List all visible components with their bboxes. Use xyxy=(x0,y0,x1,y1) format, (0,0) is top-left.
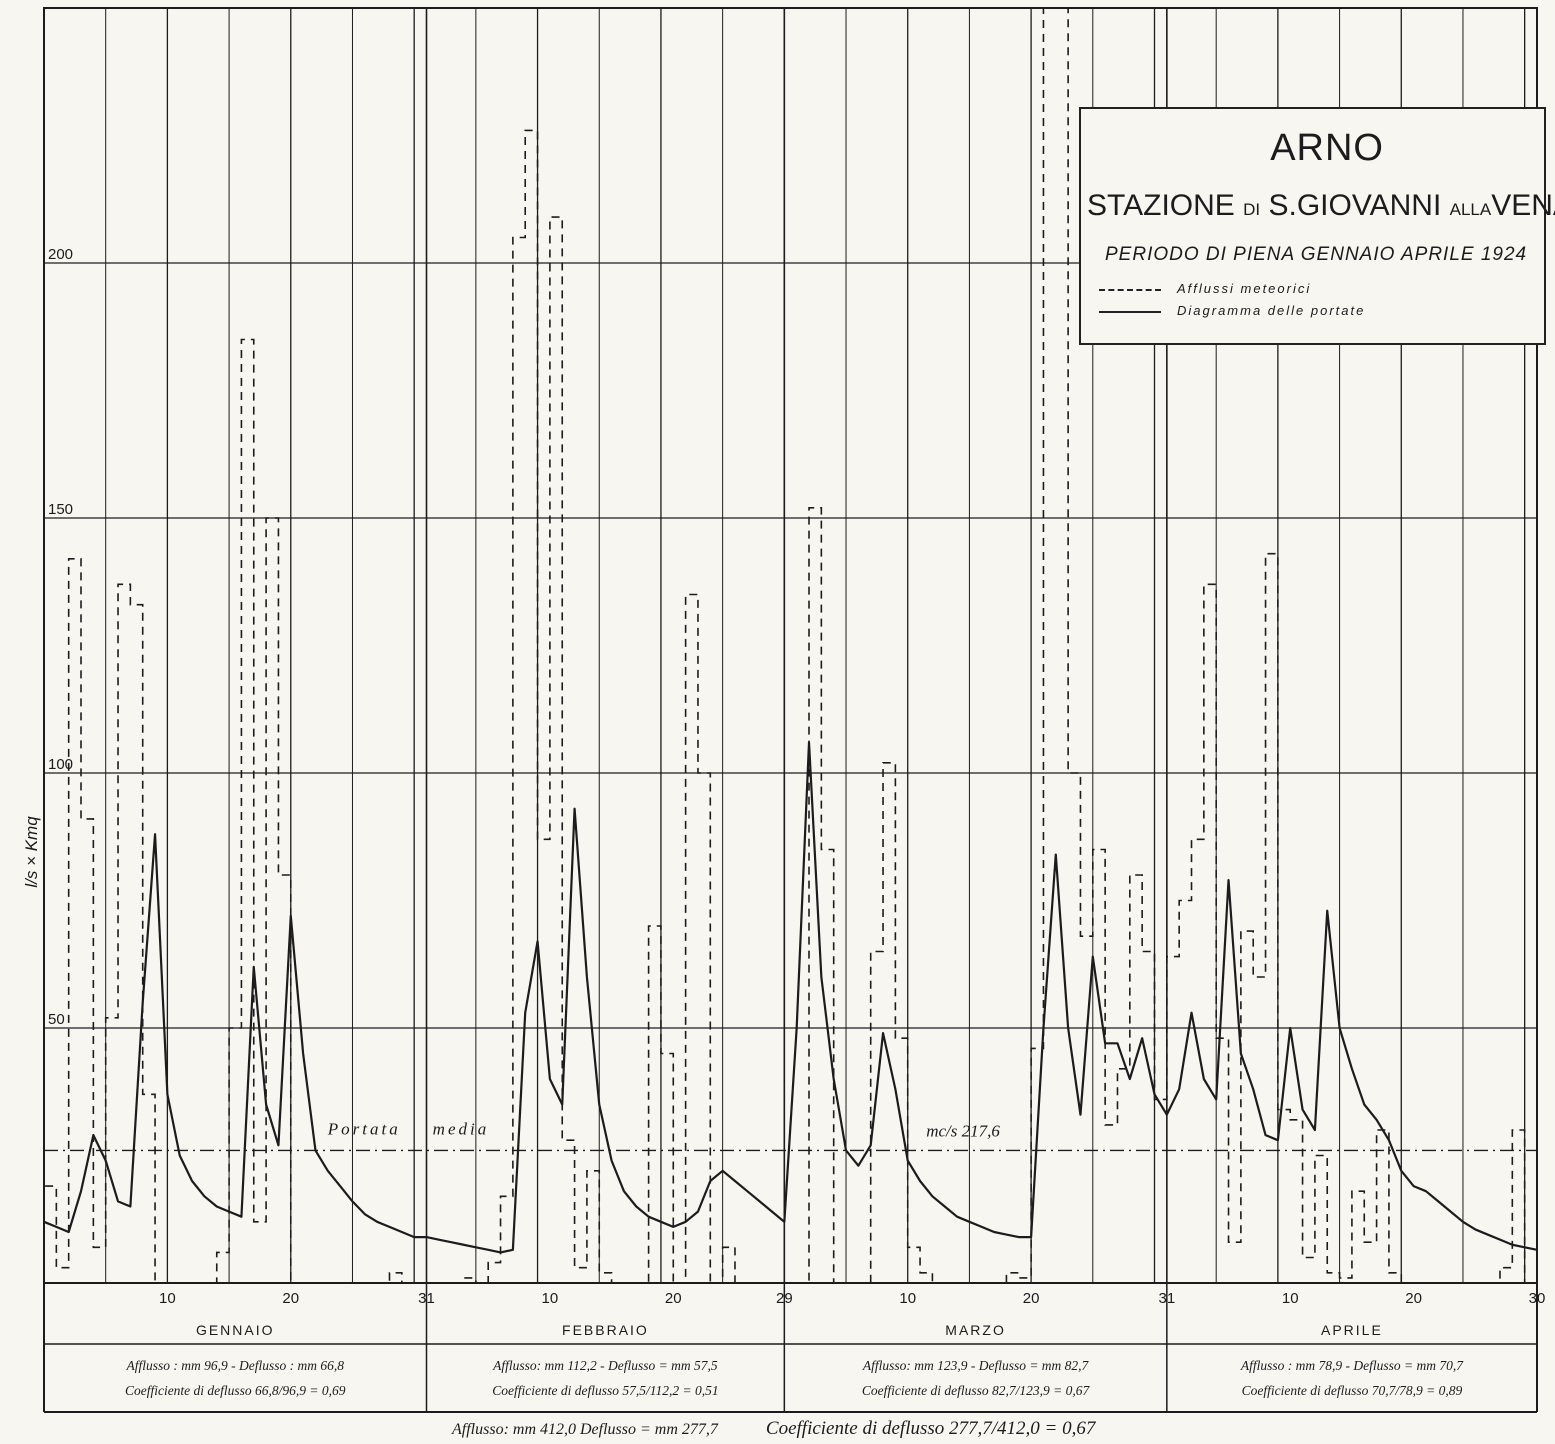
station-di: DI xyxy=(1243,200,1261,219)
x-tick-label: 10 xyxy=(159,1290,176,1307)
y-tick-label: 200 xyxy=(48,246,73,263)
y-axis-label: l/s × Kmq xyxy=(22,816,41,888)
mean-flow-line: Portata media mc/s 217,6 xyxy=(44,1119,1537,1152)
x-tick-label: 20 xyxy=(282,1290,299,1307)
legend-station: STAZIONE DI S.GIOVANNI ALLAVENA xyxy=(1087,189,1555,223)
flow-line xyxy=(43,741,1538,1254)
mean-label-portata: Portata xyxy=(327,1119,401,1138)
y-tick-label: 50 xyxy=(48,1011,65,1028)
month-table: GENNAIO Afflusso : mm 96,9 - Deflusso : m… xyxy=(43,1283,1538,1413)
x-tick-label: 10 xyxy=(1282,1290,1299,1307)
flow-series xyxy=(43,741,1538,1254)
month-name: APRILE xyxy=(1321,1322,1383,1338)
station-alla: ALLA xyxy=(1449,200,1492,219)
y-tick-label: 150 xyxy=(48,501,73,518)
station-prefix: STAZIONE xyxy=(1087,189,1235,222)
x-ticks: 10 20 31 10 20 29 10 20 31 10 20 30 xyxy=(159,1290,1545,1307)
month-summary-line-1: Afflusso : mm 78,9 - Deflusso = mm 70,7 xyxy=(1240,1358,1464,1373)
y-tick-label: 100 xyxy=(48,756,73,773)
x-tick-label: 20 xyxy=(1405,1290,1422,1307)
mean-value-label: mc/s 217,6 xyxy=(926,1121,1000,1140)
x-tick-label: 20 xyxy=(665,1290,682,1307)
x-tick-label: 20 xyxy=(1023,1290,1040,1307)
legend-rain-entry: Afflussi meteorici xyxy=(1099,281,1311,296)
month-name: MARZO xyxy=(945,1322,1006,1338)
month-name: GENNAIO xyxy=(196,1322,275,1338)
x-tick-label: 10 xyxy=(542,1290,559,1307)
station-name: S.GIOVANNI xyxy=(1268,189,1442,222)
month-summary-line-2: Coefficiente di deflusso 57,5/112,2 = 0,… xyxy=(492,1383,718,1398)
month-summary-line-1: Afflusso: mm 112,2 - Deflusso = mm 57,5 xyxy=(492,1358,718,1373)
legend-period: PERIODO DI PIENA GENNAIO APRILE 1924 xyxy=(1105,244,1528,265)
grand-total-coefficient: Coefficiente di deflusso 277,7/412,0 = 0… xyxy=(765,1418,1096,1439)
solid-line-swatch xyxy=(1099,310,1161,313)
legend-flow-entry: Diagramma delle portate xyxy=(1099,303,1365,318)
dashed-line-swatch xyxy=(1099,288,1161,291)
month-summary-line-2: Coefficiente di deflusso 82,7/123,9 = 0,… xyxy=(862,1383,1091,1398)
legend-rain-label: Afflussi meteorici xyxy=(1177,281,1312,296)
month-name: FEBBRAIO xyxy=(562,1322,649,1338)
grand-total-text: Afflusso: mm 412,0 Deflusso = mm 277,7 xyxy=(452,1421,718,1438)
legend-box: ARNO STAZIONE DI S.GIOVANNI ALLAVENA PER… xyxy=(1079,107,1555,345)
x-tick-label: 10 xyxy=(899,1290,916,1307)
month-summary-line-2: Coefficiente di deflusso 70,7/78,9 = 0,8… xyxy=(1242,1383,1463,1398)
legend-title: ARNO xyxy=(1270,127,1384,169)
mean-label-media: media xyxy=(433,1119,490,1138)
month-summary-line-2: Coefficiente di deflusso 66,8/96,9 = 0,6… xyxy=(125,1383,346,1398)
y-ticks: 50 100 150 200 xyxy=(48,246,73,1028)
month-summary-line-1: Afflusso: mm 123,9 - Deflusso = mm 82,7 xyxy=(862,1358,1090,1373)
rain-series xyxy=(43,7,1526,1284)
station-vena: VENA xyxy=(1491,189,1555,222)
month-summary-line-1: Afflusso : mm 96,9 - Deflusso : mm 66,8 xyxy=(126,1358,345,1373)
grand-total: Afflusso: mm 412,0 Deflusso = mm 277,7 C… xyxy=(452,1418,1095,1440)
rainfall-step-line xyxy=(43,7,1526,1284)
legend-flow-label: Diagramma delle portate xyxy=(1177,303,1366,318)
